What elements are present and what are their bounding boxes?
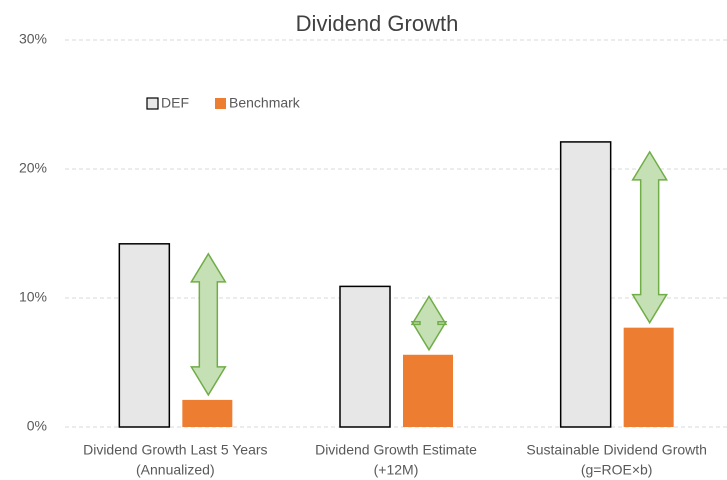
x-tick-label: Sustainable Dividend Growth xyxy=(526,442,707,458)
chart-title: Dividend Growth xyxy=(296,11,459,36)
x-tick-label: (+12M) xyxy=(374,462,419,478)
legend-label: Benchmark xyxy=(229,95,301,111)
y-tick-label: 0% xyxy=(27,418,47,434)
bar xyxy=(339,285,391,428)
bar xyxy=(623,327,674,427)
difference-arrow xyxy=(631,150,668,325)
y-tick-label: 20% xyxy=(19,160,47,176)
x-tick-label: (Annualized) xyxy=(136,462,215,478)
y-tick-label: 30% xyxy=(19,31,47,47)
bar xyxy=(559,141,612,428)
x-tick-label: (g=ROE×b) xyxy=(581,462,653,478)
legend-swatch xyxy=(215,98,226,109)
bar xyxy=(403,354,453,427)
bar xyxy=(182,399,233,427)
bar xyxy=(118,243,171,428)
difference-arrow xyxy=(190,252,227,397)
y-tick-label: 10% xyxy=(19,289,47,305)
legend-swatch xyxy=(146,97,159,110)
legend-label: DEF xyxy=(161,95,189,111)
x-tick-label: Dividend Growth Last 5 Years xyxy=(83,442,267,458)
difference-arrow xyxy=(410,294,448,352)
x-tick-label: Dividend Growth Estimate xyxy=(315,442,477,458)
